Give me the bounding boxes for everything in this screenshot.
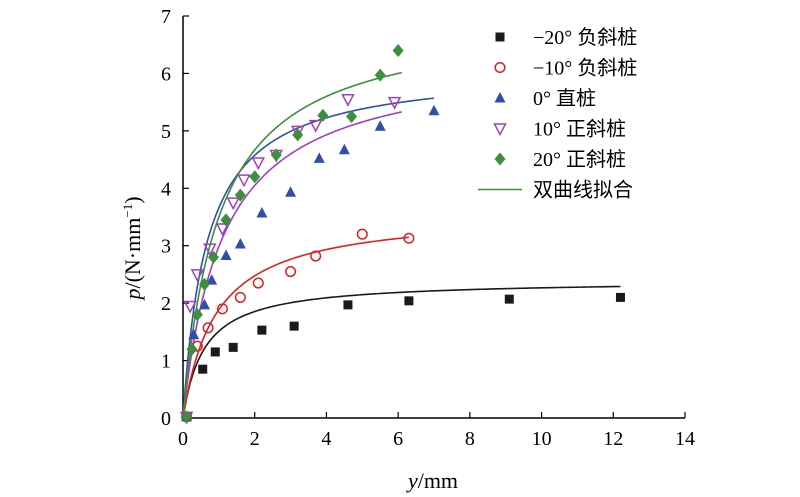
fit-curve-4 [182,71,402,419]
y-tick-label: 5 [161,121,171,143]
legend-fit-label: 双曲线拟合 [533,179,633,202]
y-tick-label: 4 [161,178,171,200]
data-point-series-4 [374,68,386,82]
data-point-series-3 [190,269,205,283]
x-tick-label: 6 [393,428,403,450]
data-point-series-0 [404,296,414,306]
x-tick-label: 2 [250,428,260,450]
x-tick-label: 4 [321,428,331,450]
y-tick-label: 0 [161,408,171,430]
data-point-series-1 [310,250,322,262]
fit-curve-2 [182,97,435,419]
y-tick-label: 6 [161,63,171,85]
data-point-series-4 [220,213,232,227]
legend-label-2: 0° 直桩 [533,87,596,110]
data-point-series-2 [374,120,386,131]
data-point-series-2 [285,186,297,197]
data-point-series-4 [346,110,358,123]
x-tick-label: 0 [178,428,188,450]
data-point-series-0 [504,294,514,304]
data-point-series-3 [226,197,240,211]
data-point-series-1 [216,303,228,315]
legend-label-4: 20° 正斜桩 [533,148,626,171]
data-point-series-3 [183,300,197,314]
data-point-series-0 [228,342,238,352]
y-tick-label: 7 [161,6,171,28]
data-point-series-4 [249,170,261,184]
x-axis-label: y/mm [406,468,458,493]
data-point-series-4 [234,188,246,202]
data-point-series-3 [237,174,251,188]
data-point-series-4 [181,410,193,424]
data-point-series-4 [392,43,404,57]
data-point-series-3 [251,157,266,171]
data-point-series-0 [210,347,220,357]
fit-curve-0 [182,285,621,419]
data-point-series-4 [292,128,304,142]
y-axis-label: p/(N·mm−1) [120,196,145,301]
data-point-series-3 [291,125,305,139]
x-tick-label: 10 [532,428,552,450]
y-tick-label: 1 [161,351,171,373]
data-point-series-4 [186,342,198,356]
data-point-series-1 [285,266,297,278]
data-point-series-3 [387,96,402,110]
data-point-series-2 [256,206,268,218]
data-point-series-0 [257,325,267,335]
data-point-series-2 [206,274,218,285]
data-point-series-1 [234,291,246,303]
data-point-series-2 [199,298,211,310]
x-tick-label: 8 [465,428,475,450]
legend-marker-3 [493,123,507,137]
data-point-series-3 [215,223,230,237]
data-point-series-4 [207,250,219,264]
data-point-series-3 [308,119,323,133]
legend-marker-0 [495,32,505,42]
data-point-series-2 [313,152,325,163]
y-tick-label: 2 [161,293,171,315]
data-point-series-2 [220,249,232,260]
data-point-series-2 [338,143,350,155]
data-point-series-2 [188,328,200,340]
fit-curve-3 [182,111,402,419]
data-point-series-3 [341,94,355,107]
x-tick-label: 12 [603,428,623,450]
data-point-series-0 [343,300,353,310]
legend-label-0: −20° 负斜桩 [533,26,637,49]
x-tick-label: 14 [675,428,695,450]
legend-label-3: 10° 正斜桩 [533,118,626,141]
y-tick-label: 3 [161,236,171,258]
data-point-series-0 [289,321,299,331]
data-point-series-4 [317,108,329,122]
data-point-series-0 [198,364,208,374]
data-point-series-4 [191,308,203,322]
data-point-series-4 [270,148,282,162]
data-points [179,43,625,425]
data-point-series-1 [356,228,368,240]
legend-marker-2 [494,92,506,103]
data-point-series-3 [203,243,217,257]
legend-label-1: −10° 负斜桩 [533,57,637,80]
legend-marker-4 [494,152,506,166]
data-point-series-1 [202,322,214,334]
data-point-series-2 [234,237,246,249]
data-point-series-2 [428,104,440,116]
fit-curve-1 [182,236,409,419]
legend-marker-1 [494,61,506,74]
data-point-series-0 [615,292,625,302]
data-point-series-4 [199,277,211,291]
data-point-series-1 [252,277,264,289]
data-point-series-1 [403,232,415,244]
